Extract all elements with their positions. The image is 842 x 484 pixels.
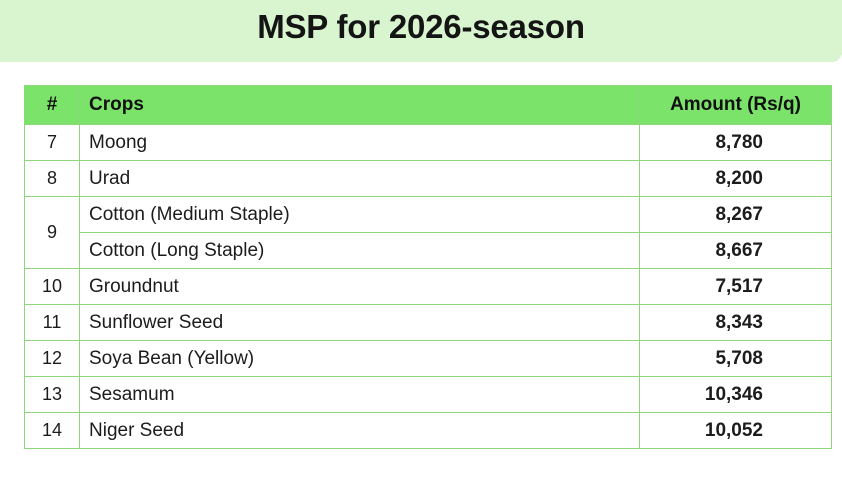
crop-name: Sunflower Seed: [79, 304, 640, 341]
table-row: 7 Moong 8,780: [24, 124, 832, 161]
msp-table: # Crops Amount (Rs/q) 7 Moong 8,780 8 Ur…: [24, 85, 832, 449]
msp-amount: 8,667: [639, 232, 832, 269]
row-number: 8: [24, 160, 80, 197]
crop-name: Cotton (Medium Staple): [79, 196, 640, 233]
table-header: # Crops Amount (Rs/q): [24, 85, 832, 125]
crop-name: Moong: [79, 124, 640, 161]
table-row: Cotton (Long Staple) 8,667: [25, 232, 832, 269]
row-number: 11: [24, 304, 80, 341]
row-number: 9: [24, 196, 80, 269]
table-row: 8 Urad 8,200: [24, 160, 832, 197]
row-number: 7: [24, 124, 80, 161]
crop-name: Cotton (Long Staple): [79, 232, 640, 269]
column-header-amount: Amount (Rs/q): [639, 85, 832, 125]
msp-amount: 5,708: [639, 340, 832, 377]
row-number: 14: [24, 412, 80, 449]
column-header-crops: Crops: [79, 85, 640, 125]
crop-name: Soya Bean (Yellow): [79, 340, 640, 377]
crop-name: Sesamum: [79, 376, 640, 413]
title-band: [0, 0, 842, 62]
crop-name: Groundnut: [79, 268, 640, 305]
table-row: 9 Cotton (Medium Staple) 8,267: [24, 196, 832, 269]
column-header-number: #: [24, 85, 80, 125]
table-row: 11 Sunflower Seed 8,343: [24, 304, 832, 341]
msp-amount: 8,267: [639, 196, 832, 233]
table-body: 7 Moong 8,780 8 Urad 8,200 9 Cotton (Med…: [24, 124, 832, 449]
msp-amount: 7,517: [639, 268, 832, 305]
crop-name: Urad: [79, 160, 640, 197]
table-row: 13 Sesamum 10,346: [24, 376, 832, 413]
row-number: 12: [24, 340, 80, 377]
crop-name: Niger Seed: [79, 412, 640, 449]
row-number: 13: [24, 376, 80, 413]
msp-amount: 8,200: [639, 160, 832, 197]
header-row: # Crops Amount (Rs/q): [24, 85, 832, 125]
msp-amount: 10,052: [639, 412, 832, 449]
msp-amount: 8,780: [639, 124, 832, 161]
table-row: 14 Niger Seed 10,052: [24, 412, 832, 449]
row-number: 10: [24, 268, 80, 305]
msp-amount: 8,343: [639, 304, 832, 341]
table-row: 12 Soya Bean (Yellow) 5,708: [24, 340, 832, 377]
page-title: MSP for 2026-season: [257, 8, 585, 45]
table-row: 10 Groundnut 7,517: [24, 268, 832, 305]
msp-amount: 10,346: [639, 376, 832, 413]
